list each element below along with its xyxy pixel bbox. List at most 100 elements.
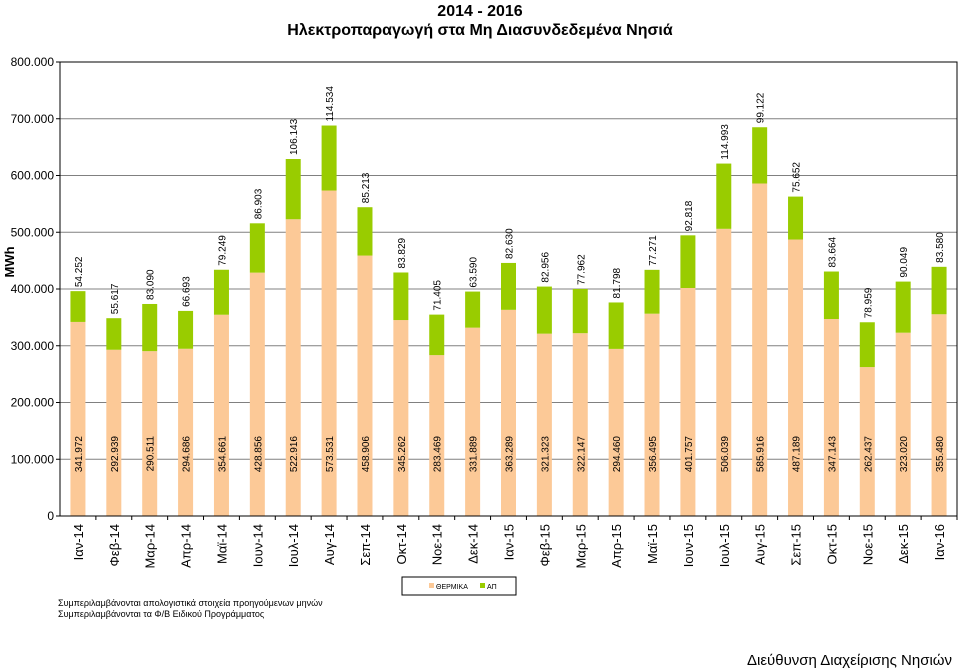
x-tick-label: Ιουν-15 [681,524,696,567]
bar-thermal [213,314,229,516]
bar-thermal [501,309,516,516]
footnote-line2: Συμπεριλαμβάνονται τα Φ/Β Ειδικού Προγρά… [58,609,265,619]
data-label-renewable: 99.122 [756,92,767,123]
data-label-thermal: 321.323 [540,436,551,473]
data-label-renewable: 114.534 [325,86,336,122]
bar-renewable [357,207,373,256]
data-label-renewable: 85.213 [361,172,372,203]
y-tick-label: 700.000 [11,112,55,126]
bar-renewable [644,269,660,314]
x-tick-label: Δεκ-14 [466,524,481,564]
chart-title-line1: 2014 - 2016 [437,3,523,20]
x-tick-label: Οκτ-14 [394,524,409,565]
bar-renewable [249,223,265,273]
bar-thermal [465,327,481,516]
x-tick-label: Σεπ-15 [789,524,804,566]
data-label-renewable: 86.903 [253,188,264,219]
footer-department: Διεύθυνση Διαχείρισης Νησιών [747,652,952,669]
plot-area-border [59,61,958,517]
data-label-renewable: 83.829 [397,237,408,268]
data-label-renewable: 54.252 [74,256,85,287]
bar-renewable [106,318,122,350]
bar-thermal [823,318,839,516]
bar-thermal [752,183,768,516]
y-tick-label: 400.000 [11,282,55,296]
data-label-thermal: 356.495 [648,436,659,473]
x-tick-label: Νοε-15 [860,524,875,565]
data-label-renewable: 92.818 [684,200,695,231]
bars [70,125,947,516]
data-label-thermal: 355.480 [935,436,946,473]
data-label-thermal: 345.262 [397,436,408,473]
data-label-thermal: 458.906 [361,436,372,473]
y-tick-label: 0 [47,509,54,523]
x-tick-label: Μαϊ-14 [214,524,229,564]
y-tick-label: 600.000 [11,169,55,183]
bar-renewable [823,271,839,319]
legend-label-thermal: ΘΕΡΜΙΚΑ [436,584,468,591]
y-tick-label: 100.000 [11,452,55,466]
bar-renewable [752,127,768,184]
legend: ΘΕΡΜΙΚΑ ΑΠ [401,576,517,596]
data-label-thermal: 292.939 [110,436,121,473]
bar-thermal [644,313,660,516]
data-label-renewable: 77.962 [576,254,587,285]
bar-renewable [501,262,516,310]
x-tick-label: Αυγ-15 [753,524,768,565]
x-tick-label: Μαϊ-15 [645,524,660,564]
bar-renewable [321,125,337,191]
data-label-renewable: 83.664 [827,236,838,267]
x-tick-label: Ιουν-14 [250,524,265,567]
bar-thermal [321,190,337,516]
data-label-thermal: 341.972 [74,436,85,473]
legend-label-renewable: ΑΠ [487,584,497,591]
data-label-renewable: 79.249 [217,235,228,266]
bar-renewable [213,269,229,315]
data-label-thermal: 262.437 [863,436,874,473]
y-axis-ticks: 0 100.000 200.000 300.000 400.000 500.000 600.… [11,55,60,523]
data-label-renewable: 114.993 [720,124,731,160]
data-label-renewable: 83.090 [146,269,157,300]
bar-thermal [895,332,911,516]
x-tick-label: Ιαν-14 [71,524,86,560]
data-label-renewable: 82.630 [505,228,516,259]
data-label-renewable: 77.271 [648,235,659,266]
data-label-renewable: 55.617 [110,283,121,314]
data-label-thermal: 354.661 [217,436,228,473]
bar-thermal [788,239,804,516]
y-tick-label: 500.000 [11,225,55,239]
bar-renewable [716,163,732,229]
x-tick-label: Ιαν-16 [932,524,947,560]
x-tick-label: Νοε-14 [430,524,445,565]
data-label-thermal: 428.856 [253,436,264,473]
data-label-thermal: 347.143 [827,436,838,473]
y-tick-label: 300.000 [11,339,55,353]
bar-renewable [931,266,947,315]
bar-renewable [429,314,445,356]
data-label-renewable: 81.798 [612,267,623,298]
legend-swatch-thermal [429,583,434,588]
bar-renewable [608,302,624,349]
data-label-thermal: 290.511 [146,436,157,472]
bar-renewable [859,322,875,368]
x-tick-label: Ιουλ-15 [717,524,732,567]
chart-title-line2: Ηλεκτροπαραγωγή στα Μη Διασυνδεδεμένα Νη… [287,22,673,39]
x-tick-label: Αυγ-14 [322,524,337,565]
bar-thermal [536,333,552,516]
x-tick-label: Ιουλ-14 [286,524,301,567]
bar-renewable [536,286,552,334]
data-label-renewable: 71.405 [433,280,444,311]
data-label-renewable: 63.590 [469,257,480,288]
data-labels: 341.972 54.252 292.939 55.617 290.511 83.090 2… [74,86,946,472]
chart-title: 2014 - 2016 Ηλεκτροπαραγωγή στα Μη Διασυ… [0,2,960,40]
bar-renewable [572,288,588,334]
bar-renewable [680,235,696,289]
bar-renewable [70,291,86,322]
bar-thermal [608,348,624,516]
legend-box [401,576,517,596]
grid-lines [60,118,957,460]
bar-thermal [393,320,409,516]
x-tick-label: Σεπ-14 [358,524,373,566]
x-tick-label: Απρ-14 [179,524,194,568]
data-label-thermal: 506.039 [720,436,731,473]
